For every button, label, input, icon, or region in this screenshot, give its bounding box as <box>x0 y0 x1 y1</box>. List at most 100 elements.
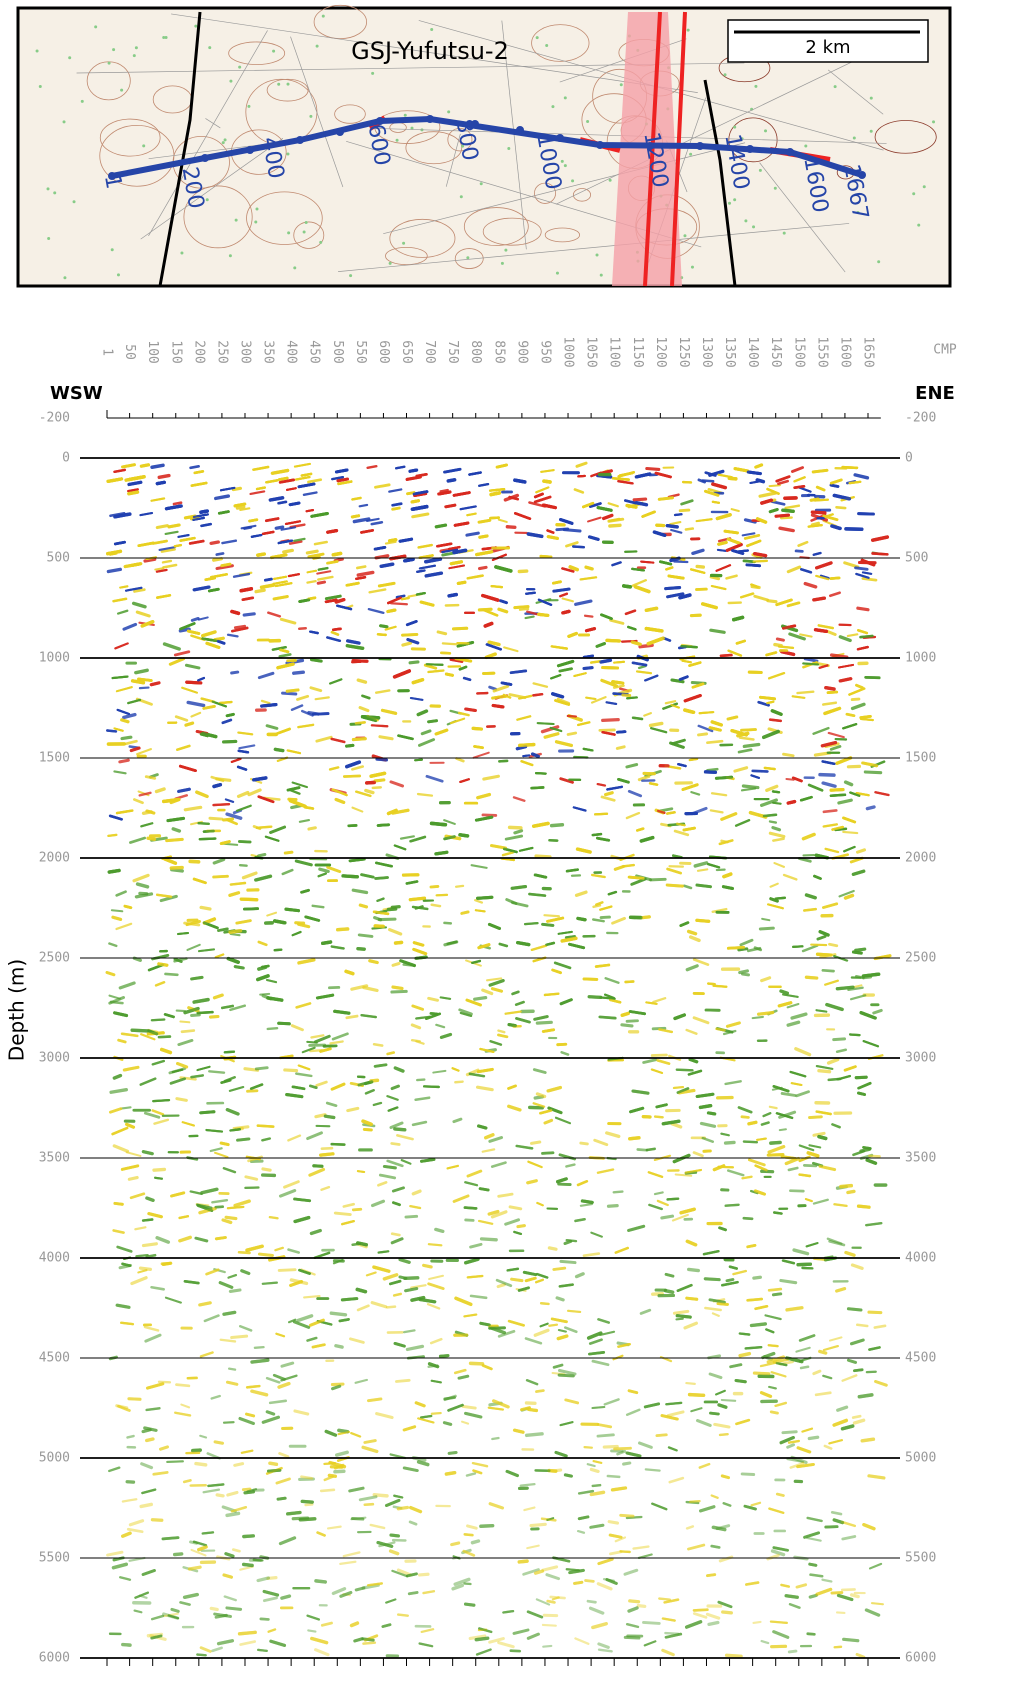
seismic-trace <box>120 735 133 741</box>
vegetation-dot <box>132 54 136 58</box>
seismic-trace <box>358 1495 378 1502</box>
seismic-trace <box>851 1414 862 1419</box>
seismic-trace <box>753 946 763 952</box>
seismic-trace <box>762 729 780 740</box>
seismic-trace <box>577 1489 595 1495</box>
seismic-trace <box>524 1432 544 1438</box>
seismic-trace <box>630 877 647 886</box>
seismic-trace <box>129 746 141 753</box>
seismic-trace <box>772 801 782 805</box>
seismic-trace <box>295 1072 313 1078</box>
seismic-trace <box>192 1540 208 1547</box>
seismic-trace <box>863 770 883 775</box>
seismic-trace <box>713 1422 731 1429</box>
seismic-trace <box>591 1359 610 1367</box>
seismic-trace <box>380 708 398 715</box>
seismic-trace <box>688 1057 699 1064</box>
seismic-trace <box>708 1298 726 1304</box>
vegetation-dot <box>782 231 786 235</box>
seismic-trace <box>201 637 218 642</box>
seismic-trace <box>563 1239 573 1246</box>
seismic-trace <box>667 1446 678 1452</box>
seismic-trace <box>241 871 258 880</box>
seismic-trace <box>410 499 421 504</box>
seismic-trace <box>223 1050 236 1054</box>
seismic-trace <box>277 1268 297 1272</box>
seismic-trace <box>135 882 150 889</box>
seismic-trace <box>478 1187 490 1192</box>
seismic-trace <box>229 932 241 937</box>
seismic-trace <box>775 637 785 642</box>
seismic-trace <box>152 1471 169 1476</box>
seismic-trace <box>685 1239 698 1247</box>
vegetation-dot <box>754 84 758 88</box>
seismic-trace <box>648 1203 663 1211</box>
seismic-trace <box>505 1469 519 1478</box>
seismic-trace <box>314 1579 327 1584</box>
seismic-trace <box>808 1562 818 1567</box>
vegetation-dot <box>277 82 281 86</box>
seismic-trace <box>172 1552 184 1557</box>
seismic-trace <box>650 727 668 734</box>
seismic-trace <box>545 1573 561 1581</box>
seismic-trace <box>510 884 528 890</box>
vegetation-dot <box>254 220 258 224</box>
seismic-trace <box>214 953 225 959</box>
vegetation-dot <box>764 129 768 133</box>
seismic-trace <box>440 651 452 655</box>
seismic-trace <box>574 599 593 606</box>
survey-point <box>246 146 254 154</box>
seismic-trace <box>733 766 749 773</box>
seismic-trace <box>141 1569 156 1576</box>
seismic-trace <box>280 526 297 531</box>
seismic-trace <box>563 1473 573 1478</box>
seismic-trace <box>284 907 301 913</box>
seismic-trace <box>255 825 273 830</box>
seismic-trace <box>190 616 200 622</box>
seismic-trace <box>523 1506 536 1512</box>
seismic-trace <box>644 674 659 682</box>
seismic-trace <box>203 1314 220 1323</box>
seismic-trace <box>641 510 656 518</box>
seismic-trace <box>680 644 698 649</box>
seismic-trace <box>213 1440 225 1445</box>
seismic-trace <box>664 586 682 591</box>
seismic-trace <box>793 485 806 489</box>
seismic-trace <box>796 1446 812 1454</box>
seismic-trace <box>670 528 683 534</box>
seismic-trace <box>846 1189 856 1195</box>
seismic-trace <box>826 1237 843 1245</box>
seismic-trace <box>526 1610 544 1619</box>
seismic-trace <box>379 562 395 568</box>
seismic-trace <box>115 890 127 897</box>
seismic-trace <box>202 704 216 710</box>
seismic-trace <box>836 1405 849 1412</box>
seismic-trace <box>309 658 323 663</box>
seismic-trace <box>141 1488 157 1495</box>
seismic-trace <box>386 1095 399 1101</box>
seismic-trace <box>692 958 710 967</box>
seismic-trace <box>582 501 595 509</box>
vegetation-dot <box>479 182 483 186</box>
seismic-trace <box>220 562 232 568</box>
seismic-trace <box>664 1632 683 1639</box>
seismic-trace <box>278 478 296 484</box>
seismic-trace <box>797 540 809 547</box>
seismic-trace <box>395 1378 411 1383</box>
seismic-trace <box>607 1520 620 1525</box>
seismic-trace <box>658 1028 674 1034</box>
map-cmp-label: 1 <box>99 173 126 191</box>
seismic-trace <box>459 505 477 511</box>
seismic-trace <box>446 940 458 945</box>
seismic-trace <box>633 585 651 594</box>
seismic-trace <box>244 1175 259 1181</box>
seismic-trace <box>828 1439 843 1445</box>
seismic-trace <box>189 1190 203 1195</box>
seismic-trace <box>806 1632 816 1636</box>
seismic-trace <box>295 1002 312 1009</box>
seismic-trace <box>637 774 651 782</box>
seismic-trace <box>256 1576 270 1583</box>
seismic-trace <box>207 1483 225 1488</box>
seismic-trace <box>845 712 856 718</box>
seismic-trace <box>788 1603 801 1609</box>
